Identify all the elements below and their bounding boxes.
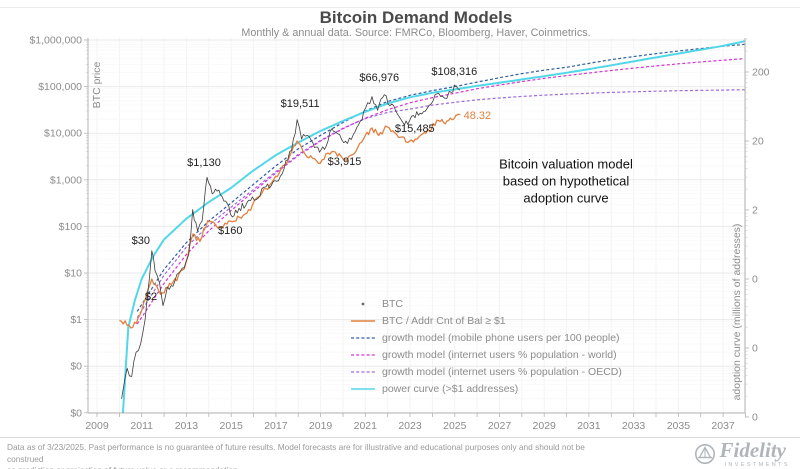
x-tick-label: 2013 (175, 420, 199, 432)
legend-item: growth model (internet users % populatio… (350, 346, 622, 363)
y-left-tick-label: $0 (70, 407, 82, 419)
page-title: Bitcoin Demand Models (319, 8, 513, 27)
footer-disclaimer-line2: as prediction or projection of future va… (7, 465, 245, 469)
legend-label: growth model (mobile phone users per 100… (382, 331, 620, 344)
y-left-tick-label: $10,000 (44, 128, 82, 140)
footer-disclaimer-line1: Data as of 3/23/2025. Past performance i… (7, 442, 585, 464)
x-tick-label: 2027 (488, 420, 512, 432)
x-tick-label: 2015 (220, 420, 244, 432)
y-left-tick-label: $10 (64, 268, 82, 280)
legend-swatch (351, 353, 375, 356)
series-growth-model-internet-users-population-oecd (136, 89, 745, 319)
x-tick-label: 2021 (354, 420, 378, 432)
right-axis-title: adoption curve (millions of addresses) (731, 223, 743, 401)
y-right-tick-label: 0 (752, 274, 758, 286)
x-tick-label: 2009 (85, 420, 109, 432)
price-annotation: $160 (218, 224, 243, 237)
y-right-tick-label: 2 (752, 205, 758, 217)
fidelity-pyramid-icon (695, 444, 716, 464)
legend-item: power curve (>$1 addresses) (350, 380, 622, 397)
series-growth-model-mobile-phone-users-per-100-people (136, 43, 745, 312)
valuation-note: Bitcoin valuation model based on hypothe… (499, 156, 633, 206)
x-tick-label: 2017 (264, 420, 288, 432)
legend-swatch (351, 336, 375, 339)
y-left-tick-label: $100 (59, 221, 83, 233)
price-annotation: $3,915 (327, 156, 362, 169)
footer-divider (0, 437, 800, 438)
fidelity-investments-text: INVESTMENTS (724, 462, 790, 468)
legend-label: growth model (internet users % populatio… (382, 348, 617, 361)
series-power-curve-1-addresses (121, 40, 745, 413)
legend-swatch (351, 370, 375, 373)
y-left-tick-label: $100,000 (38, 81, 82, 93)
x-tick-label: 2019 (309, 420, 333, 432)
y-right-tick-label: 0 (752, 412, 758, 424)
x-tick-label: 2033 (622, 420, 646, 432)
legend-swatch (351, 319, 375, 322)
legend-label: power curve (>$1 addresses) (382, 382, 519, 395)
price-annotation: $66,976 (359, 71, 400, 84)
y-left-tick-label: $1 (70, 314, 82, 326)
legend-item: growth model (mobile phone users per 100… (350, 329, 622, 346)
y-left-tick-label: $1,000 (50, 174, 82, 186)
fidelity-logo: Fidelity INVESTMENTS (694, 440, 790, 468)
price-annotation: $19,511 (280, 97, 320, 110)
y-left-tick-label: $1,000,000 (29, 35, 82, 47)
price-annotation: $108,316 (431, 66, 478, 78)
legend-label: BTC (382, 297, 403, 310)
chart-plot-area: 2009 2011 2013 2015 2017 2019 2021 2023 2025 2027… (29, 35, 770, 433)
x-tick-label: 2035 (667, 420, 691, 432)
legend-item: BTC (350, 295, 622, 312)
price-annotation: $15,485 (394, 123, 435, 136)
x-tick-label: 2023 (398, 420, 422, 432)
price-annotation: $2 (144, 290, 158, 303)
fidelity-wordmark: Fidelity INVESTMENTS (719, 438, 790, 469)
legend-label: BTC / Addr Cnt of Bal ≥ $1 (382, 314, 506, 327)
x-tick-label: 2037 (711, 420, 735, 432)
x-tick-label: 2025 (443, 420, 467, 432)
y-right-tick-label: 0 (752, 343, 758, 355)
legend-swatch (351, 387, 375, 390)
legend: BTC BTC / Addr Cnt of Bal ≥ $1 growth mode… (350, 295, 622, 397)
x-tick-label: 2011 (130, 420, 153, 432)
page-subtitle: Monthly & annual data. Source: FMRCo, Bl… (241, 27, 591, 39)
left-axis-title: BTC price (91, 61, 103, 109)
price-annotation: $30 (131, 234, 150, 247)
x-tick-label: 2031 (577, 420, 601, 432)
legend-item: growth model (internet users % populatio… (350, 363, 622, 380)
y-right-tick-label: 200 (752, 67, 770, 79)
ratio-annotation: 48.32 (463, 109, 492, 122)
y-right-tick-label: 20 (752, 136, 764, 148)
legend-label: growth model (internet users % populatio… (382, 365, 622, 378)
legend-item: BTC / Addr Cnt of Bal ≥ $1 (350, 312, 622, 329)
y-left-tick-label: $0 (70, 361, 82, 373)
series-btc-addr-cnt-of-bal-1 (119, 113, 461, 329)
footer-disclaimer: Data as of 3/23/2025. Past performance i… (7, 442, 617, 469)
series-btc (121, 84, 461, 399)
top-divider (0, 7, 800, 8)
legend-swatch (361, 302, 365, 305)
fidelity-brand-text: Fidelity (719, 438, 786, 462)
price-annotation: $1,130 (187, 157, 221, 170)
x-tick-label: 2029 (533, 420, 557, 432)
